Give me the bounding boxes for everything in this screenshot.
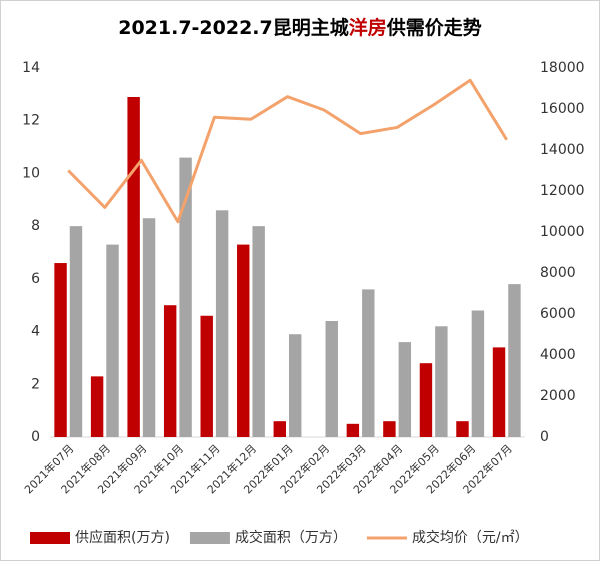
bar xyxy=(215,210,229,437)
y2-tick-label: 16000 xyxy=(540,101,585,117)
title-part: 2021.7-2022.7昆明主城 xyxy=(118,16,349,39)
y2-tick-label: 8000 xyxy=(540,265,576,281)
legend-swatch xyxy=(30,532,70,544)
bar xyxy=(179,157,192,437)
chart-title: 2021.7-2022.7昆明主城洋房供需价走势 xyxy=(118,16,482,39)
bar xyxy=(289,334,302,437)
bar xyxy=(106,244,119,437)
bar xyxy=(142,218,156,437)
bar xyxy=(398,342,412,437)
bar xyxy=(273,421,286,437)
bar xyxy=(435,326,448,437)
bar xyxy=(54,263,67,437)
bar xyxy=(69,226,83,437)
bar xyxy=(383,421,396,437)
y-tick-label: 0 xyxy=(31,429,40,445)
bar xyxy=(163,305,177,437)
y-tick-label: 4 xyxy=(31,324,40,340)
y2-tick-label: 12000 xyxy=(540,183,585,199)
bar xyxy=(346,423,360,437)
bar xyxy=(419,363,433,437)
legend-label: 供应面积(万方) xyxy=(75,529,170,546)
bar xyxy=(362,289,375,437)
bar xyxy=(127,96,140,437)
title-part: 供需价走势 xyxy=(386,16,482,39)
y2-tick-label: 18000 xyxy=(540,60,585,76)
y2-tick-label: 4000 xyxy=(540,347,576,363)
bar xyxy=(252,226,265,437)
y2-tick-label: 2000 xyxy=(540,388,576,404)
bar xyxy=(90,376,104,437)
y-tick-label: 12 xyxy=(22,113,40,129)
y-tick-label: 6 xyxy=(31,271,40,287)
legend-label: 成交面积（万方） xyxy=(235,529,347,546)
legend-label: 成交均价（元/㎡） xyxy=(412,529,529,546)
bar xyxy=(456,421,469,437)
y2-tick-label: 6000 xyxy=(540,306,576,322)
legend-swatch xyxy=(189,532,230,544)
y-tick-label: 2 xyxy=(31,376,40,392)
bar xyxy=(325,321,338,437)
y2-tick-label: 14000 xyxy=(540,142,585,158)
y2-tick-label: 10000 xyxy=(540,224,585,240)
title-part: 洋房 xyxy=(349,16,387,39)
bar xyxy=(492,347,506,437)
bar xyxy=(471,310,485,437)
bar xyxy=(508,284,521,437)
y-tick-label: 14 xyxy=(22,60,40,76)
y-tick-label: 10 xyxy=(22,165,40,181)
y2-tick-label: 0 xyxy=(540,429,549,445)
bar xyxy=(237,244,250,437)
line xyxy=(67,78,509,224)
bar xyxy=(200,315,213,437)
y-tick-label: 8 xyxy=(31,218,40,234)
